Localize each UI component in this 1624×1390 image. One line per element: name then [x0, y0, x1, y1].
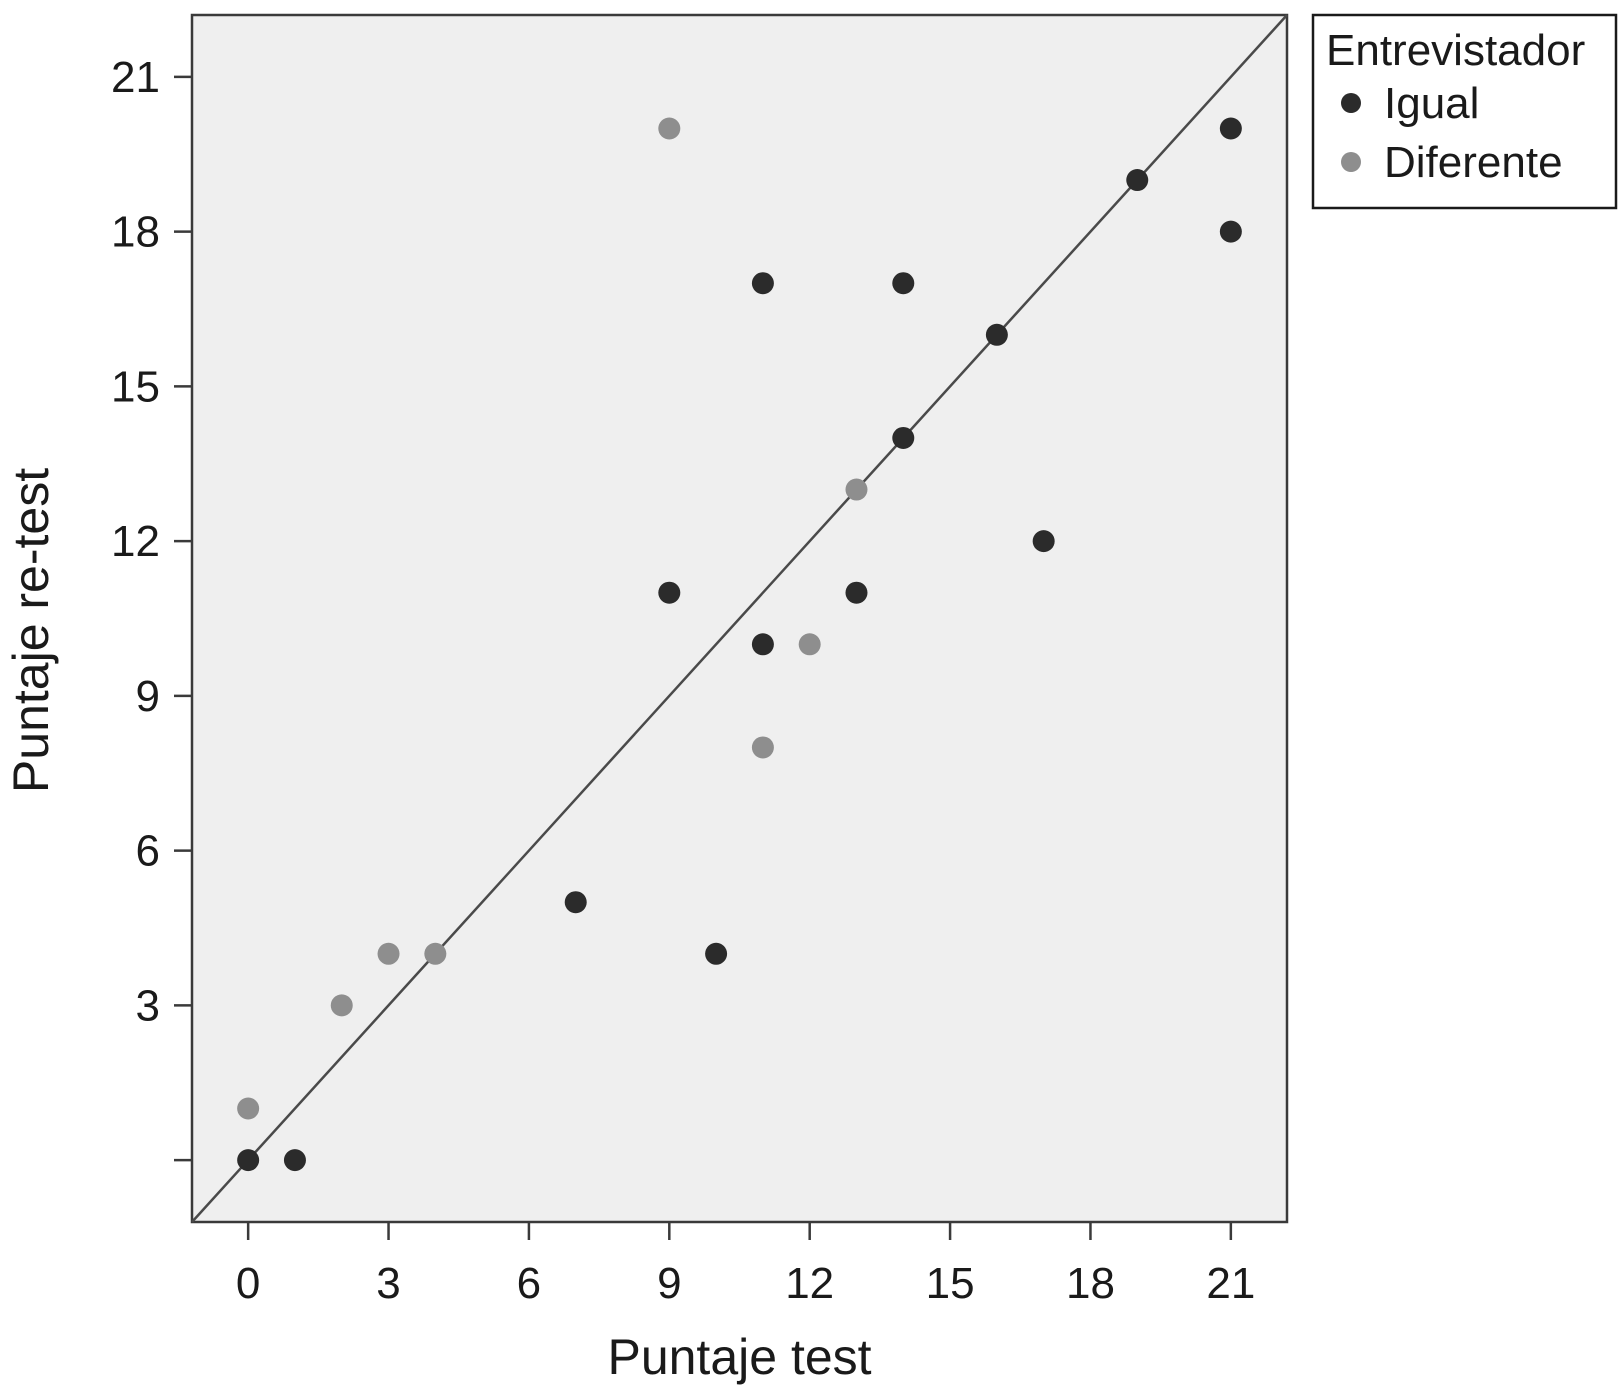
data-point-diferente — [751, 736, 774, 759]
x-tick-label: 18 — [1066, 1259, 1115, 1308]
data-point-igual — [751, 633, 774, 656]
x-axis-title: Puntaje test — [607, 1329, 871, 1385]
y-tick-label: 3 — [136, 981, 160, 1030]
data-point-igual — [1032, 530, 1055, 553]
legend-title: Entrevistador — [1326, 26, 1585, 75]
data-point-igual — [283, 1149, 306, 1172]
y-tick-label: 15 — [111, 362, 160, 411]
y-tick-label: 21 — [111, 53, 160, 102]
data-point-igual — [751, 272, 774, 295]
data-point-diferente — [424, 942, 447, 965]
x-tick-label: 3 — [376, 1259, 400, 1308]
x-tick-label: 21 — [1206, 1259, 1255, 1308]
x-tick-label: 9 — [657, 1259, 681, 1308]
data-point-diferente — [377, 942, 400, 965]
y-tick-label: 6 — [136, 827, 160, 876]
data-point-igual — [1219, 117, 1242, 140]
y-tick-label: 9 — [136, 672, 160, 721]
data-point-igual — [985, 323, 1008, 346]
data-point-igual — [564, 891, 587, 914]
data-point-igual — [892, 426, 915, 449]
legend-box — [1311, 13, 1618, 210]
legend: Entrevistador Igual Diferente — [1311, 13, 1618, 210]
x-tick-label: 0 — [236, 1259, 260, 1308]
legend-label-igual: Igual — [1384, 79, 1479, 128]
data-point-igual — [845, 581, 868, 604]
y-tick-label: 12 — [111, 517, 160, 566]
identity-reference-line — [191, 14, 1288, 1223]
x-tick-label: 6 — [517, 1259, 541, 1308]
data-points — [237, 117, 1242, 1172]
legend-marker-igual — [1341, 93, 1361, 113]
legend-marker-diferente — [1341, 152, 1361, 172]
data-point-diferente — [658, 117, 681, 140]
data-point-igual — [237, 1149, 260, 1172]
y-axis-title: Puntaje re-test — [3, 468, 59, 793]
y-axis: 3 6 9 12 15 18 21 — [111, 53, 192, 1162]
legend-label-diferente: Diferente — [1384, 138, 1563, 187]
data-point-igual — [1219, 220, 1242, 243]
data-point-igual — [658, 581, 681, 604]
data-point-diferente — [330, 994, 353, 1017]
data-point-igual — [1126, 169, 1149, 192]
data-point-igual — [705, 942, 728, 965]
x-tick-label: 15 — [926, 1259, 975, 1308]
x-tick-label: 12 — [785, 1259, 834, 1308]
data-point-diferente — [237, 1097, 260, 1120]
x-axis: 0 3 6 9 12 15 18 21 — [236, 1222, 1255, 1308]
y-tick-label: 18 — [111, 208, 160, 257]
data-point-diferente — [845, 478, 868, 501]
data-point-igual — [892, 272, 915, 295]
data-point-diferente — [798, 633, 821, 656]
